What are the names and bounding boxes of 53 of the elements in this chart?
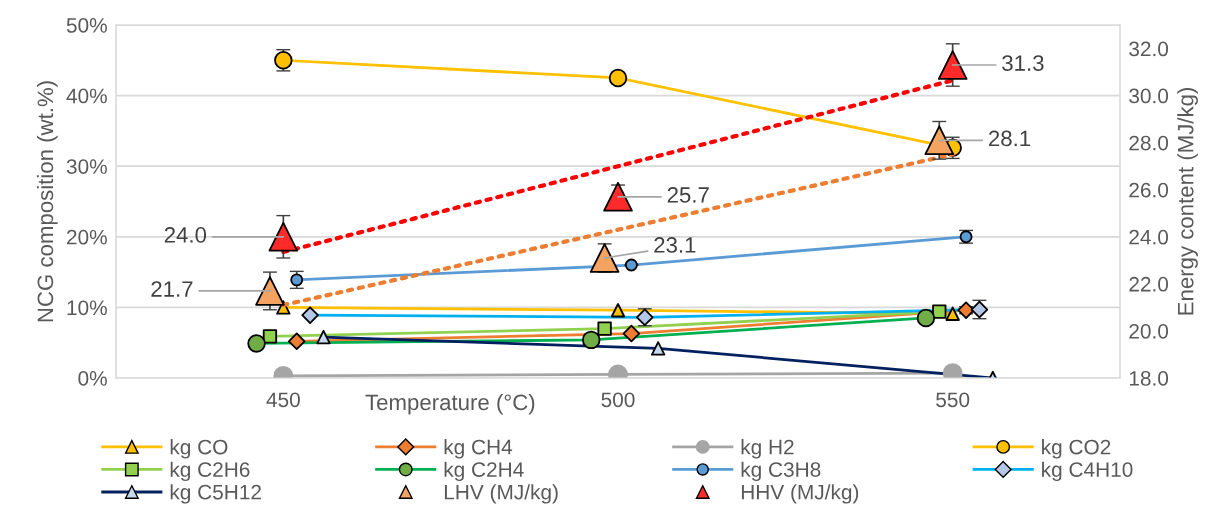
y2-tick-label: 20.0 xyxy=(1129,323,1169,339)
y-tick-label: 50% xyxy=(66,18,107,33)
point xyxy=(937,50,968,80)
point xyxy=(924,125,955,156)
y2-tick-label: 30.0 xyxy=(1129,88,1169,104)
point xyxy=(957,301,975,319)
point xyxy=(262,329,278,344)
legend-label: kg CO xyxy=(170,439,228,459)
legend-label: kg CH4 xyxy=(444,439,513,459)
y2-tick-label: 22.0 xyxy=(1129,276,1169,292)
legend-label: kg C3H8 xyxy=(741,461,821,482)
legend-label: kg C4H10 xyxy=(1042,461,1133,482)
legend-label: LHV (MJ/kg) xyxy=(444,484,558,504)
point xyxy=(622,324,641,343)
data-label: 21.7 xyxy=(151,281,193,297)
y-tick-label: 30% xyxy=(66,159,107,174)
point xyxy=(945,306,960,321)
y-tick-label: 0% xyxy=(78,371,107,386)
point xyxy=(268,222,299,252)
y2-tick-label: 24.0 xyxy=(1129,229,1169,245)
y-tick-label: 10% xyxy=(67,300,107,316)
x-tick-label: 450 xyxy=(266,392,300,408)
point xyxy=(589,243,620,273)
x-axis-title: Temperature (°C) xyxy=(365,393,535,415)
y2-tick-label: 26.0 xyxy=(1129,182,1169,198)
y-tick-label: 40% xyxy=(66,88,107,104)
point xyxy=(597,321,612,336)
data-label: 23.1 xyxy=(654,237,696,253)
legend-label: HHV (MJ/kg) xyxy=(741,484,859,504)
data-label: 28.1 xyxy=(989,130,1031,147)
y2-tick-label: 18.0 xyxy=(1129,371,1169,386)
point xyxy=(932,304,947,319)
data-label: 25.7 xyxy=(667,187,709,203)
y2-tick-label: 32.0 xyxy=(1129,41,1169,57)
point xyxy=(603,181,633,212)
point xyxy=(287,332,306,351)
legend-label: kg C2H4 xyxy=(444,461,524,482)
x-tick-label: 550 xyxy=(936,392,970,408)
point xyxy=(608,68,628,88)
point xyxy=(255,276,285,306)
legend-label: kg H2 xyxy=(741,439,794,459)
legend-label: kg C5H12 xyxy=(170,484,261,504)
y-tick-label: 20% xyxy=(67,229,107,245)
legend-label: kg CO2 xyxy=(1042,439,1111,459)
point xyxy=(624,258,638,272)
y-axis-title: NCG composition (wt.%) xyxy=(36,81,58,322)
point xyxy=(610,303,626,318)
legend-label: kg C2H6 xyxy=(170,461,250,482)
data-label: 24.0 xyxy=(164,227,207,243)
x-tick-label: 500 xyxy=(601,392,635,408)
data-label: 31.3 xyxy=(1002,55,1044,71)
y2-axis-title: Energy content (MJ/kg) xyxy=(1177,88,1198,315)
y2-tick-label: 28.0 xyxy=(1129,135,1169,151)
